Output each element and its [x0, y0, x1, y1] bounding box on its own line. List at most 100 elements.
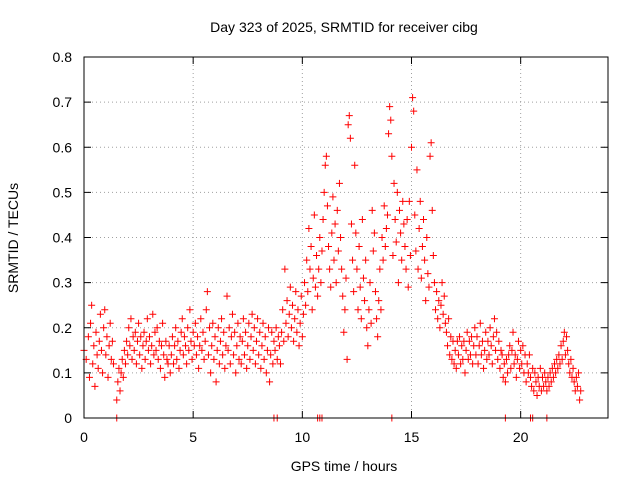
data-point — [401, 243, 409, 251]
data-point — [118, 355, 126, 363]
data-point — [474, 360, 482, 368]
data-point — [310, 211, 318, 219]
data-point — [140, 328, 148, 336]
data-point — [499, 373, 507, 381]
data-point — [476, 319, 484, 327]
data-point — [356, 283, 364, 291]
data-point — [226, 360, 234, 368]
data-point — [188, 355, 196, 363]
data-point — [187, 337, 195, 345]
data-point — [554, 364, 562, 372]
data-point — [87, 319, 95, 327]
data-point — [271, 346, 279, 354]
y-axis-label: SRMTID / TECUs — [5, 183, 21, 293]
data-point — [270, 337, 278, 345]
data-point — [364, 342, 372, 350]
data-point — [201, 337, 209, 345]
data-point — [368, 206, 376, 214]
data-point — [341, 306, 349, 314]
data-point — [262, 369, 270, 377]
x-axis-label: GPS time / hours — [291, 458, 398, 474]
data-point — [223, 292, 231, 300]
data-point — [405, 197, 413, 205]
data-point — [403, 215, 411, 223]
data-point — [357, 315, 365, 323]
data-point — [291, 315, 299, 323]
data-point — [493, 328, 501, 336]
data-point — [130, 346, 138, 354]
data-point — [394, 279, 402, 287]
data-point — [381, 243, 389, 251]
data-point — [278, 328, 286, 336]
data-point — [522, 378, 530, 386]
data-point — [391, 215, 399, 223]
data-point — [501, 378, 509, 386]
data-point — [536, 364, 544, 372]
data-point — [296, 319, 304, 327]
data-point — [150, 351, 158, 359]
data-point — [284, 333, 292, 341]
data-point — [209, 319, 217, 327]
data-point — [231, 328, 239, 336]
data-point — [387, 116, 395, 124]
data-point — [411, 211, 419, 219]
data-point — [451, 346, 459, 354]
data-point — [511, 351, 519, 359]
data-point — [494, 355, 502, 363]
data-point — [473, 333, 481, 341]
data-point — [147, 360, 155, 368]
data-point — [350, 288, 358, 296]
data-point — [388, 152, 396, 160]
data-point — [409, 94, 417, 102]
data-point — [498, 351, 506, 359]
data-point — [442, 328, 450, 336]
data-point — [206, 324, 214, 332]
data-point — [353, 265, 361, 273]
data-point — [281, 265, 289, 273]
data-point — [128, 355, 136, 363]
x-tick-label: 20 — [513, 429, 529, 445]
data-point — [230, 351, 238, 359]
data-point — [487, 342, 495, 350]
data-point — [198, 346, 206, 354]
data-point — [143, 315, 151, 323]
data-point — [447, 333, 455, 341]
data-point — [151, 328, 159, 336]
data-point — [184, 324, 192, 332]
data-point — [392, 238, 400, 246]
data-point — [457, 360, 465, 368]
data-point — [458, 342, 466, 350]
data-point — [502, 355, 510, 363]
data-point — [545, 382, 553, 390]
data-point — [519, 342, 527, 350]
data-point — [572, 373, 580, 381]
data-point — [417, 274, 425, 282]
data-point — [315, 265, 323, 273]
data-point — [192, 351, 200, 359]
data-point — [441, 319, 449, 327]
data-point — [564, 346, 572, 354]
data-point — [557, 342, 565, 350]
data-point — [438, 279, 446, 287]
data-point — [239, 315, 247, 323]
data-point — [530, 387, 538, 395]
data-point — [279, 306, 287, 314]
data-point — [484, 337, 492, 345]
y-tick-label: 0.8 — [53, 49, 73, 65]
data-point — [362, 256, 370, 264]
data-point — [283, 297, 291, 305]
data-point — [84, 333, 92, 341]
data-point — [120, 346, 128, 354]
data-point — [410, 107, 418, 115]
data-point — [577, 387, 585, 395]
data-point — [450, 360, 458, 368]
data-point — [475, 342, 483, 350]
data-point — [516, 364, 524, 372]
data-point — [260, 355, 268, 363]
data-point — [408, 143, 415, 151]
data-point — [224, 346, 232, 354]
data-point — [430, 279, 438, 287]
data-point — [398, 256, 406, 264]
data-point — [463, 328, 471, 336]
data-point — [290, 337, 298, 345]
